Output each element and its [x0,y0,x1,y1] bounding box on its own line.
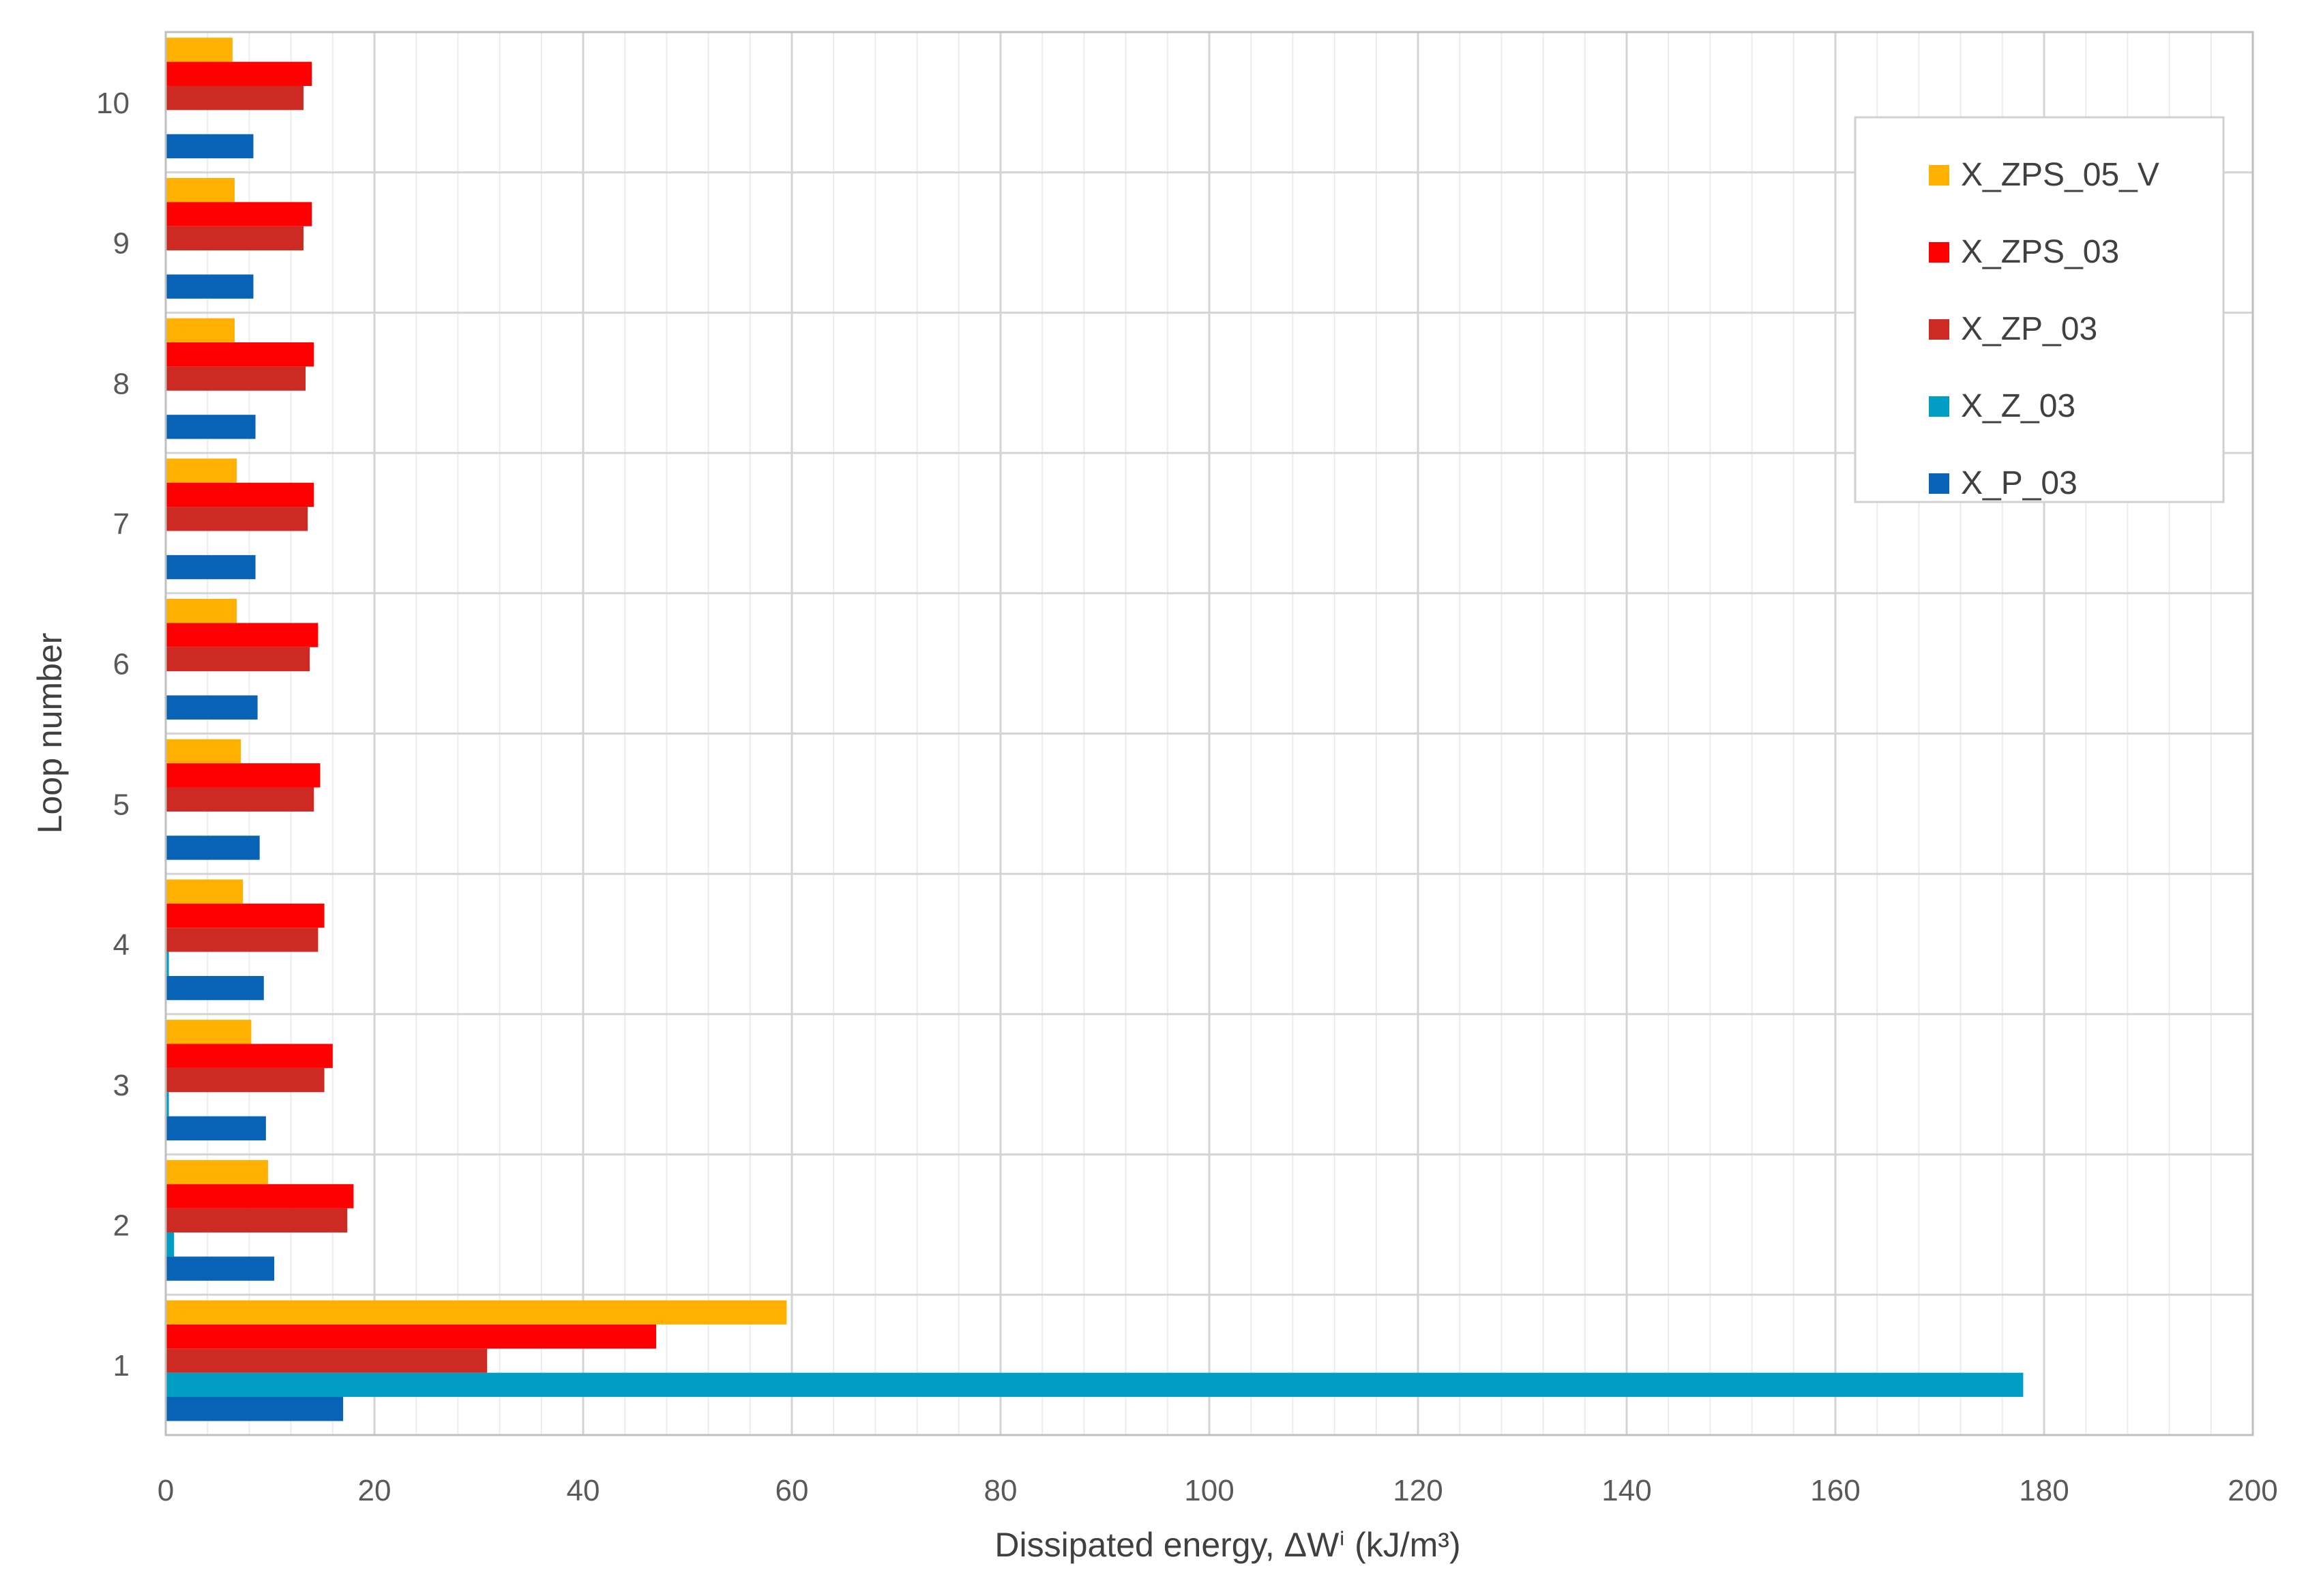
bar-series [166,38,2024,1421]
bar-x-p-03-loop-1 [166,1397,344,1421]
bar-x-zp-03-loop-9 [166,226,304,251]
legend-swatch [1929,319,1949,340]
bar-x-zps-03-loop-3 [166,1044,333,1068]
bar-x-p-03-loop-7 [166,555,256,580]
bar-x-z-03-loop-1 [166,1372,2024,1398]
bar-x-p-03-loop-8 [166,415,256,439]
bar-x-z-03-loop-4 [166,951,169,976]
bar-x-zps-05-v-loop-5 [166,739,241,764]
y-tick-label: 3 [113,1069,130,1102]
x-tick-label: 180 [2019,1474,2069,1507]
x-tick-label: 200 [2228,1474,2277,1507]
bar-x-p-03-loop-2 [166,1256,275,1281]
bar-x-p-03-loop-3 [166,1116,266,1141]
x-axis-title: Dissipated energy, ΔWⁱ (kJ/m³) [994,1526,1460,1564]
bar-x-p-03-loop-4 [166,975,264,1001]
y-tick-label: 6 [113,648,130,681]
y-tick-label: 4 [113,928,130,962]
bar-x-zps-05-v-loop-2 [166,1159,268,1185]
bar-x-zps-03-loop-8 [166,342,314,367]
bar-x-zps-05-v-loop-6 [166,599,237,623]
y-tick-label: 1 [113,1349,130,1383]
x-tick-label: 80 [984,1474,1018,1507]
bar-x-zp-03-loop-5 [166,787,314,812]
plot-area-border [164,31,2254,1436]
bar-x-zps-03-loop-6 [166,623,319,647]
legend: X_ZPS_05_V X_ZPS_03 X_ZP_03 X_Z_03 X_P_03 [1854,116,2225,503]
bar-x-zp-03-loop-6 [166,647,310,672]
bar-x-zps-03-loop-1 [166,1324,657,1349]
bar-x-zps-03-loop-5 [166,763,321,788]
bar-x-zps-05-v-loop-9 [166,177,235,203]
y-tick-label: 7 [113,507,130,541]
bar-x-z-03-loop-2 [166,1232,175,1257]
legend-swatch [1929,242,1949,263]
bar-x-zp-03-loop-4 [166,928,319,952]
legend-swatch [1929,473,1949,494]
y-tick-label: 8 [113,367,130,400]
bar-x-zp-03-loop-3 [166,1067,325,1093]
bar-x-z-03-loop-3 [166,1092,169,1117]
x-tick-label: 20 [358,1474,391,1507]
bar-x-zp-03-loop-7 [166,507,308,531]
bar-x-zp-03-loop-1 [166,1348,488,1373]
y-tick-label: 9 [113,227,130,261]
x-tick-label: 0 [158,1474,174,1507]
x-tick-label: 140 [1601,1474,1651,1507]
y-tick-label: 5 [113,788,130,821]
bar-x-zp-03-loop-10 [166,85,304,110]
bar-x-p-03-loop-10 [166,134,254,159]
bar-x-zps-03-loop-9 [166,202,312,226]
x-tick-label: 100 [1184,1474,1234,1507]
bar-x-p-03-loop-6 [166,695,258,720]
bar-x-zps-03-loop-10 [166,61,312,86]
x-tick-label: 120 [1393,1474,1443,1507]
legend-box [1854,116,2225,503]
bar-x-zp-03-loop-2 [166,1208,348,1232]
legend-label: X_ZPS_05_V [1961,157,2159,193]
y-tick-labels: 1 2 3 4 5 6 7 8 9 10 [96,87,130,1383]
bar-x-zps-05-v-loop-1 [166,1300,787,1325]
bar-x-p-03-loop-5 [166,836,260,860]
legend-label: X_Z_03 [1961,388,2075,424]
plot-frame [164,31,2254,1436]
bar-x-zps-05-v-loop-10 [166,38,233,62]
legend-label: X_ZP_03 [1961,311,2097,347]
x-tick-label: 60 [775,1474,809,1507]
x-tick-label: 40 [567,1474,600,1507]
bar-x-zps-03-loop-7 [166,482,314,507]
legend-swatch [1929,396,1949,417]
y-axis-title: Loop number [31,633,69,834]
bar-x-p-03-loop-9 [166,274,254,299]
y-tick-label: 2 [113,1209,130,1242]
bar-x-zps-05-v-loop-4 [166,879,243,904]
legend-swatch [1929,165,1949,186]
bar-x-zps-05-v-loop-8 [166,318,235,343]
bar-x-zp-03-loop-8 [166,366,306,391]
bar-x-zps-03-loop-2 [166,1184,354,1209]
bar-x-zps-05-v-loop-3 [166,1020,252,1044]
bar-x-zps-03-loop-4 [166,903,325,928]
x-tick-label: 160 [1810,1474,1860,1507]
legend-label: X_P_03 [1961,465,2078,501]
bar-x-zps-05-v-loop-7 [166,458,237,483]
x-tick-labels: 0 20 40 60 80 100 120 140 160 180 200 [158,1474,2278,1507]
legend-label: X_ZPS_03 [1961,234,2119,270]
y-tick-label: 10 [96,87,130,120]
